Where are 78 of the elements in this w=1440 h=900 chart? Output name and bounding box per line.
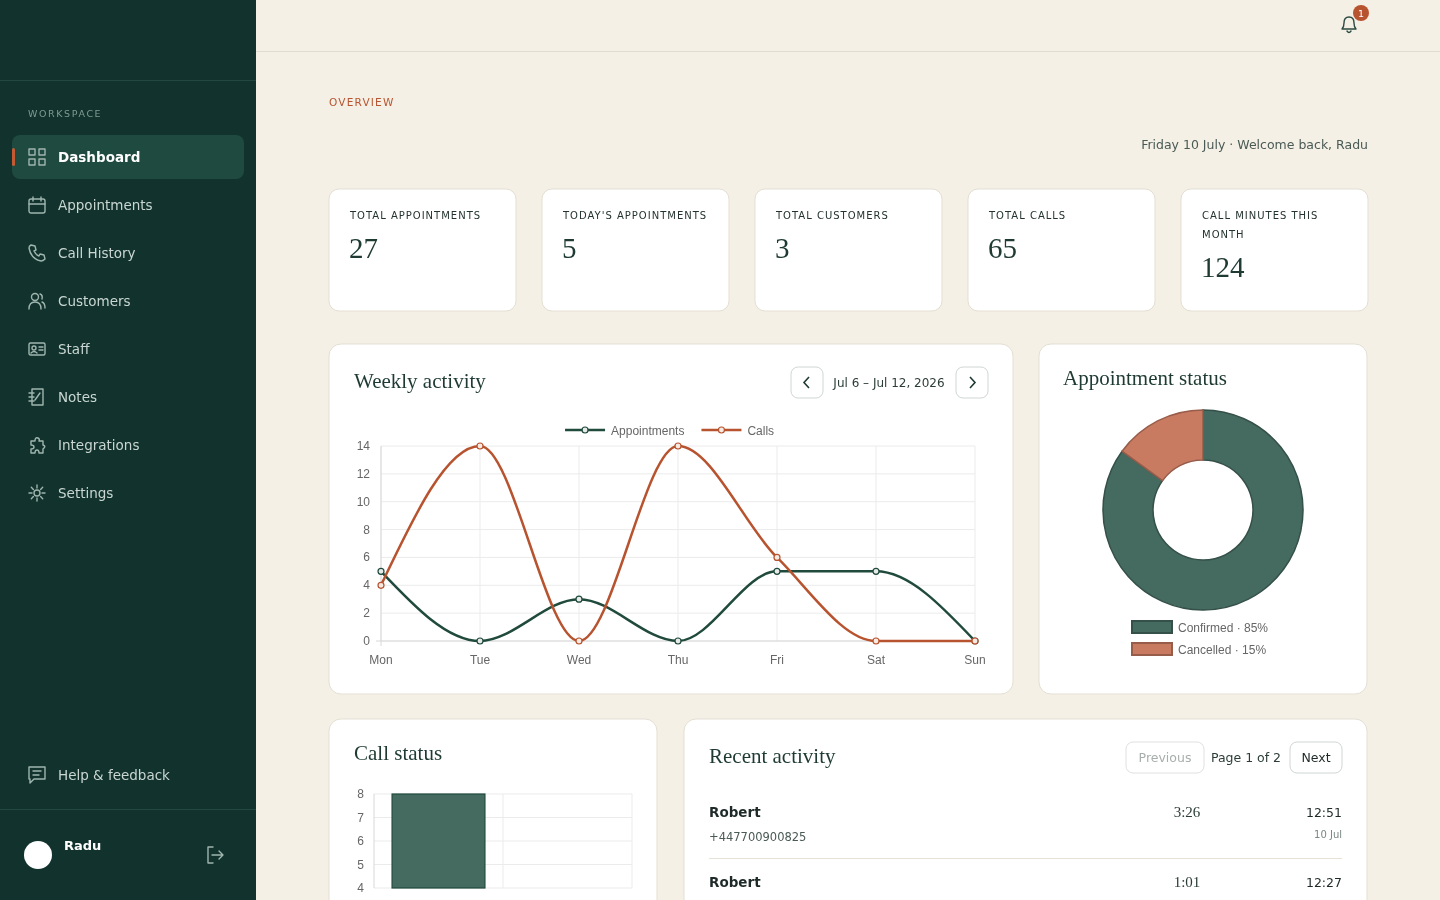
category-label: TOTAL CALLS <box>988 210 1067 221</box>
text: Dashboard <box>58 149 141 165</box>
y-tick-label: 2 <box>363 606 371 621</box>
text: 12:27 <box>1305 875 1342 890</box>
text: Customers <box>58 293 131 309</box>
text: Friday 10 July · Welcome back, Radu <box>1141 137 1368 152</box>
x-tick-label: Sun <box>964 653 986 667</box>
text: OVERVIEW <box>329 96 395 108</box>
y-tick-label: 4 <box>363 578 371 593</box>
y-tick-label: 6 <box>357 834 365 848</box>
point <box>476 442 484 450</box>
text: Page 1 of 2 <box>1210 750 1282 765</box>
text: Staff <box>58 341 91 357</box>
y-tick-label: 7 <box>357 810 365 825</box>
text: 3:26 <box>1173 804 1201 820</box>
text: Call History <box>58 245 136 261</box>
category-label: CALL MINUTES THIS MONTH <box>1202 210 1319 240</box>
y-tick-label: 0 <box>363 634 371 648</box>
point <box>674 442 682 450</box>
point <box>476 637 484 645</box>
text: 1:01 <box>1173 874 1201 890</box>
text: Radu <box>64 838 102 853</box>
text: +447700900825 <box>709 830 807 844</box>
text: Next <box>1301 750 1331 765</box>
legend-label: Calls <box>747 423 775 438</box>
text: Robert <box>709 874 762 890</box>
x-tick-label: Mon <box>369 653 393 667</box>
y-tick-label: 8 <box>357 787 365 801</box>
y-tick-label: 14 <box>356 439 371 453</box>
y-tick-label: 5 <box>357 857 365 872</box>
text: Help & feedback <box>58 767 171 783</box>
point <box>575 637 583 645</box>
y-tick-label: 12 <box>356 466 371 481</box>
category-label: TODAY'S APPOINTMENTS <box>562 210 708 221</box>
text: Appointments <box>58 197 153 213</box>
chart-title: Call status <box>354 741 443 765</box>
point <box>872 637 880 645</box>
data-label: 27 <box>349 232 378 264</box>
category-label: TOTAL CUSTOMERS <box>775 210 889 221</box>
category-label: TOTAL APPOINTMENTS <box>349 210 482 221</box>
point <box>377 581 385 589</box>
donut-slice <box>1121 409 1204 482</box>
x-tick-label: Thu <box>667 653 689 667</box>
data-label: 5 <box>562 232 577 264</box>
point <box>575 595 583 603</box>
data-label: 65 <box>988 232 1017 264</box>
text: Jul 6 – Jul 12, 2026 <box>832 376 945 390</box>
data-label: 3 <box>775 232 790 264</box>
point <box>773 567 781 575</box>
chart-title: Weekly activity <box>354 369 487 393</box>
chart-title: Appointment status <box>1063 366 1227 390</box>
y-tick-label: 8 <box>363 522 371 537</box>
text: Previous <box>1138 750 1192 765</box>
legend-label: Confirmed · 85% <box>1178 620 1269 635</box>
text: 10 Jul <box>1314 829 1342 840</box>
legend-label: Appointments <box>611 423 685 438</box>
point <box>377 567 385 575</box>
y-tick-label: 10 <box>356 494 371 509</box>
text: Robert <box>709 804 762 820</box>
x-tick-label: Sat <box>866 653 886 667</box>
donut-slice <box>1102 409 1304 611</box>
text: Settings <box>58 485 114 501</box>
legend-label: Cancelled · 15% <box>1178 642 1267 657</box>
x-tick-label: Wed <box>566 653 592 667</box>
text: Recent activity <box>709 744 837 768</box>
text: 1 <box>1357 7 1365 19</box>
point <box>773 553 781 562</box>
x-tick-label: Fri <box>770 653 784 667</box>
text: 12:51 <box>1305 805 1342 820</box>
text: Notes <box>58 389 97 405</box>
text: WORKSPACE <box>28 108 103 119</box>
point <box>674 637 682 645</box>
text: Integrations <box>58 437 140 453</box>
y-tick-label: 6 <box>363 550 371 565</box>
data-label: 124 <box>1201 251 1245 283</box>
point <box>872 567 880 575</box>
y-tick-label: 4 <box>357 881 365 895</box>
x-tick-label: Tue <box>469 653 491 667</box>
